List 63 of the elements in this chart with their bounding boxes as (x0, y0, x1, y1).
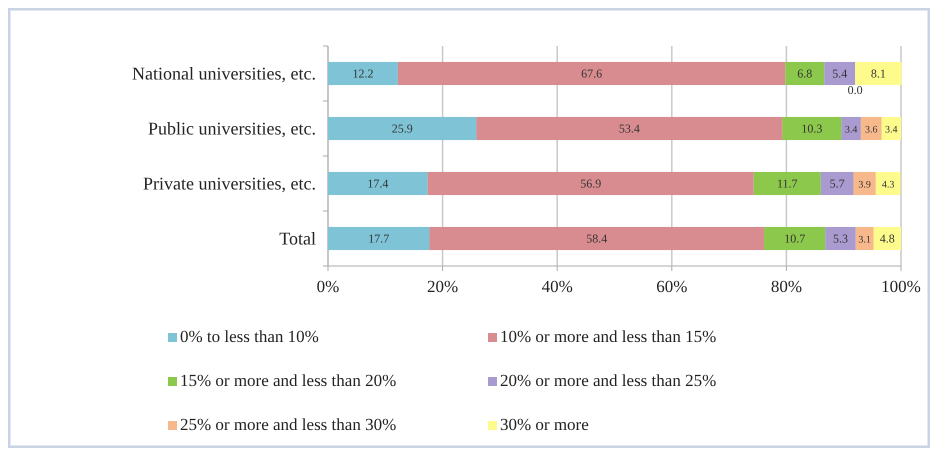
data-label: 17.4 (367, 176, 388, 190)
data-label: 4.3 (882, 180, 894, 190)
data-label: 5.7 (830, 176, 845, 190)
legend-label: 30% or more (500, 415, 589, 434)
bar (398, 62, 786, 86)
x-tick-label: 20% (427, 277, 458, 296)
bar (476, 116, 782, 140)
bar (754, 172, 821, 196)
bar (860, 116, 882, 140)
data-label: 3.9 (858, 180, 871, 190)
bar (873, 226, 901, 250)
bar (328, 226, 430, 250)
legend-label: 25% or more and less than 30% (180, 415, 396, 434)
x-tick-label: 100% (881, 277, 921, 296)
bar (782, 116, 842, 140)
y-tick-label: Total (279, 228, 316, 248)
x-tick-label: 0% (316, 277, 340, 296)
bar (328, 62, 398, 86)
x-tick-label: 40% (542, 277, 573, 296)
bar (428, 172, 754, 196)
bar (882, 116, 901, 140)
data-label: 8.1 (870, 66, 886, 80)
bar (853, 172, 876, 196)
bar (785, 62, 824, 86)
bar (876, 172, 900, 196)
legend-label: 15% or more and less than 20% (180, 371, 396, 390)
data-label: 5.3 (833, 232, 848, 246)
legend-label: 10% or more and less than 15% (500, 327, 716, 346)
bar (841, 116, 861, 140)
data-label: 3.4 (844, 124, 858, 136)
legend-label: 20% or more and less than 25% (500, 371, 716, 390)
data-label: 58.4 (586, 232, 608, 246)
data-label: 25.9 (392, 122, 413, 136)
data-label: 12.2 (352, 66, 374, 80)
data-label: 53.4 (618, 122, 640, 136)
bar (328, 172, 428, 196)
data-label: 3.6 (864, 124, 878, 136)
bar (856, 226, 874, 250)
data-label: 67.6 (581, 66, 602, 80)
bar (328, 116, 476, 140)
bar (855, 62, 902, 86)
bar (820, 172, 854, 196)
legend-label: 0% to less than 10% (180, 327, 319, 346)
data-label: 11.7 (776, 176, 798, 190)
bar (764, 226, 826, 250)
y-tick-label: Public universities, etc. (148, 118, 316, 138)
data-label: 10.7 (784, 232, 806, 246)
data-label: 56.9 (580, 176, 602, 190)
data-label: 17.7 (368, 232, 390, 246)
y-tick-label: National universities, etc. (132, 64, 316, 84)
data-label: 3.1 (858, 234, 871, 246)
data-label: 3.4 (885, 124, 898, 136)
data-label: 4.8 (880, 232, 895, 246)
data-label: 5.4 (832, 66, 848, 80)
x-tick-label: 80% (770, 277, 802, 296)
data-label: 10.3 (801, 122, 822, 136)
data-label: 6.8 (797, 66, 812, 80)
bar (825, 226, 856, 250)
bar (429, 226, 764, 250)
bar (824, 62, 856, 86)
data-label: 0.0 (848, 83, 863, 98)
x-tick-label: 60% (656, 277, 688, 296)
y-tick-label: Private universities, etc. (143, 174, 316, 194)
